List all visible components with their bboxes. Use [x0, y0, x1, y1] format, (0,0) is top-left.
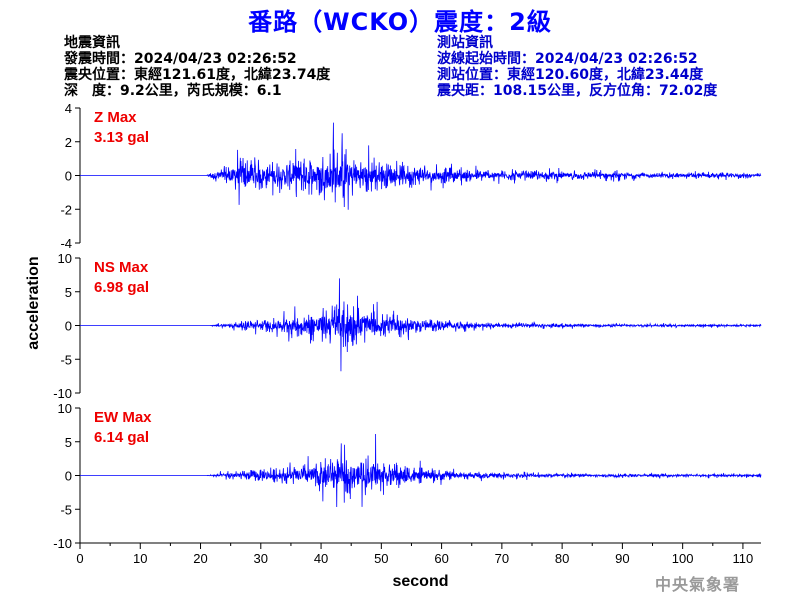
y-tick-label: 10: [58, 251, 72, 266]
x-tick-label: 60: [434, 551, 448, 566]
x-tick-label: 50: [374, 551, 388, 566]
x-tick-label: 100: [672, 551, 694, 566]
x-tick-label: 0: [76, 551, 83, 566]
peak-value-ns: 6.98 gal: [94, 279, 149, 296]
depth-magnitude: 深 度：9.2公里，芮氏規模：6.1: [64, 83, 282, 99]
y-tick-label: -5: [60, 502, 72, 517]
x-tick-label: 110: [733, 551, 754, 566]
x-axis-title: second: [392, 573, 448, 590]
y-tick-label: 10: [58, 401, 72, 416]
quake-info-header: 地震資訊: [64, 35, 120, 51]
peak-value-z: 3.13 gal: [94, 129, 149, 146]
x-tick-label: 20: [193, 551, 207, 566]
y-tick-label: 0: [65, 469, 72, 484]
y-tick-label: -4: [60, 236, 72, 251]
y-tick-label: 4: [65, 101, 72, 116]
x-tick-label: 70: [495, 551, 509, 566]
y-tick-label: 2: [65, 135, 72, 150]
x-tick-label: 90: [615, 551, 629, 566]
station-info-header: 測站資訊: [437, 35, 493, 51]
y-tick-label: 0: [65, 169, 72, 184]
y-tick-label: -10: [53, 536, 72, 551]
page-title: 番路（WCKO）震度：2級: [248, 8, 552, 36]
waveform-trace-z: [80, 122, 762, 210]
y-tick-label: 5: [65, 285, 72, 300]
station-location: 測站位置：東經120.60度，北緯23.44度: [437, 67, 704, 83]
x-tick-label: 30: [254, 551, 268, 566]
peak-value-ew: 6.14 gal: [94, 429, 149, 446]
x-tick-label: 10: [133, 551, 147, 566]
peak-label-z: Z Max: [94, 109, 137, 126]
waveform-trace-ew: [80, 434, 762, 508]
peak-label-ew: EW Max: [94, 409, 152, 426]
epicentral-distance: 震央距：108.15公里，反方位角：72.02度: [437, 83, 718, 99]
y-tick-label: -10: [53, 386, 72, 401]
x-tick-label: 40: [314, 551, 328, 566]
epicenter-location: 震央位置：東經121.61度，北緯23.74度: [64, 67, 331, 83]
quake-info-panel: 地震資訊 發震時間：2024/04/23 02:26:52 震央位置：東經121…: [64, 35, 330, 99]
origin-time: 發震時間：2024/04/23 02:26:52: [64, 51, 297, 67]
y-axis-title: acceleration: [25, 256, 42, 349]
y-tick-label: 5: [65, 435, 72, 450]
peak-label-ns: NS Max: [94, 259, 149, 276]
y-tick-label: 0: [65, 319, 72, 334]
wave-start-time: 波線起始時間：2024/04/23 02:26:52: [437, 51, 698, 67]
y-tick-label: -5: [60, 352, 72, 367]
agency-credit: 中央氣象署: [655, 575, 741, 594]
station-info-panel: 測站資訊 波線起始時間：2024/04/23 02:26:52 測站位置：東經1…: [437, 35, 717, 99]
y-tick-label: -2: [60, 202, 72, 217]
waveform-trace-ns: [80, 278, 762, 372]
x-tick-label: 80: [555, 551, 569, 566]
